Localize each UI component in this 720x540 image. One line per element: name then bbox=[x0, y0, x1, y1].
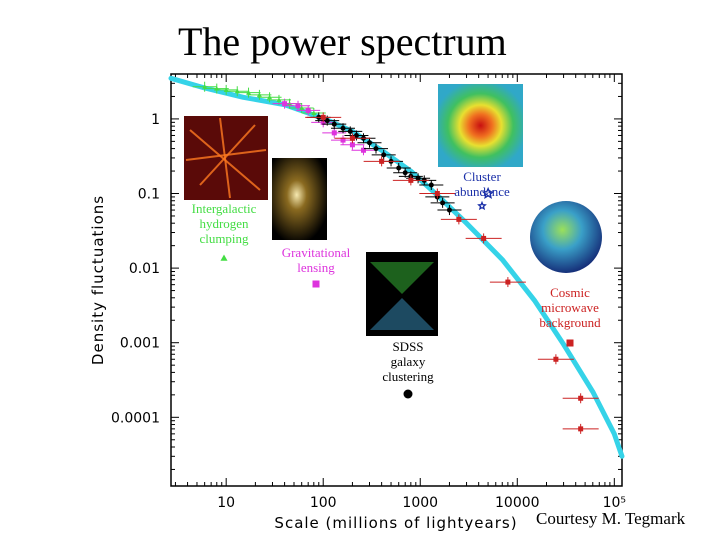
sdss-galaxy-clustering-point bbox=[331, 121, 337, 127]
annotation-line: Cosmic bbox=[550, 285, 590, 300]
intergalactic-hydrogen-clumping-point bbox=[202, 84, 208, 89]
cosmic-microwave-background-point bbox=[578, 395, 584, 401]
y-tick-label: 0.1 bbox=[138, 187, 160, 203]
sdss-galaxy-clustering-point bbox=[373, 146, 379, 152]
sdss-galaxy-clustering-point bbox=[353, 132, 359, 138]
annotation-marker bbox=[403, 389, 413, 399]
annotation-label: Cosmic microwave background bbox=[539, 285, 601, 330]
y-axis-label: Density fluctuations bbox=[89, 195, 107, 365]
x-tick-label: 10⁵ bbox=[603, 495, 626, 511]
annotation-marker bbox=[477, 200, 487, 211]
x-tick-label: 1000 bbox=[402, 495, 438, 511]
intergalactic-hydrogen-clumping-point bbox=[267, 94, 273, 100]
sdss-galaxy-clustering-point bbox=[428, 182, 434, 188]
x-axis-label: Scale (millions of lightyears) bbox=[274, 514, 517, 532]
sdss-galaxy-clustering-point bbox=[324, 118, 330, 124]
annotation-line: hydrogen bbox=[199, 216, 249, 231]
sdss-galaxy-clustering-point bbox=[446, 207, 452, 213]
cluster-abundance-point bbox=[481, 186, 495, 199]
intergalactic-hydrogen-clumping-point bbox=[299, 105, 305, 111]
annotation-line: background bbox=[539, 315, 601, 330]
intergalactic-hydrogen-clumping-point bbox=[256, 92, 262, 97]
gravitational-lensing-point bbox=[305, 107, 311, 113]
gravitational-lensing-point bbox=[331, 130, 337, 136]
annotation-line: clustering bbox=[382, 369, 434, 384]
annotation-marker bbox=[566, 339, 574, 347]
hydrogen-filament bbox=[185, 149, 267, 161]
annotation-line: SDSS bbox=[392, 339, 423, 354]
y-tick-label: 0.0001 bbox=[111, 410, 160, 426]
gravitational-lensing-point bbox=[360, 147, 366, 153]
annotation-line: Gravitational bbox=[282, 245, 351, 260]
sdss-galaxy-clustering-point bbox=[402, 170, 408, 176]
cosmic-microwave-background-point bbox=[379, 158, 385, 164]
gravitational-lensing-point bbox=[340, 137, 346, 143]
annotation-line: clumping bbox=[199, 231, 249, 246]
annotation-line: galaxy bbox=[391, 354, 426, 369]
annotations: Intergalactic hydrogen clumping Gravitation… bbox=[192, 169, 602, 384]
cosmic-microwave-background-point bbox=[553, 356, 559, 362]
cluster-image bbox=[438, 84, 523, 167]
sdss-galaxy-clustering-point bbox=[347, 128, 353, 134]
sdss-galaxy-clustering-point bbox=[440, 200, 446, 206]
gravitational-lensing-point bbox=[282, 101, 288, 107]
annotation-label: Gravitational lensing bbox=[282, 245, 351, 275]
cosmic-microwave-background-point bbox=[408, 177, 414, 183]
data-points bbox=[192, 81, 599, 434]
y-tick-label: 0.01 bbox=[129, 261, 160, 277]
cosmic-microwave-background-point bbox=[481, 235, 487, 241]
x-tick-label: 10000 bbox=[495, 495, 540, 511]
page-title: The power spectrum bbox=[178, 19, 507, 64]
cmb-sky-image bbox=[530, 201, 602, 273]
cosmic-microwave-background-point bbox=[349, 135, 355, 141]
cosmic-microwave-background-point bbox=[434, 191, 440, 197]
y-tick-label: 0.001 bbox=[120, 336, 160, 352]
axis-ticks: 10 100 1000 10000 10⁵ 1 0.1 0.01 0.001 0.0001 bbox=[111, 74, 626, 511]
intergalactic-hydrogen-clumping-point bbox=[234, 88, 240, 94]
model-curve-line bbox=[168, 75, 625, 459]
y-tick-label: 1 bbox=[151, 112, 160, 128]
intergalactic-hydrogen-clumping-point bbox=[276, 97, 282, 102]
sdss-galaxy-clustering-point bbox=[381, 152, 387, 158]
x-tick-label: 100 bbox=[310, 495, 337, 511]
annotation-line: Cluster bbox=[463, 169, 501, 184]
annotation-marker bbox=[220, 254, 228, 261]
cosmic-microwave-background-point bbox=[456, 216, 462, 222]
sdss-galaxy-clustering-point bbox=[396, 165, 402, 171]
sdss-galaxy-clustering-point bbox=[340, 125, 346, 131]
cosmic-microwave-background-point bbox=[320, 114, 326, 120]
inset-images bbox=[184, 84, 602, 336]
intergalactic-hydrogen-clumping-point bbox=[311, 110, 317, 116]
gravitational-lensing-point bbox=[349, 142, 355, 148]
sdss-cone-top bbox=[370, 262, 434, 294]
model-curve bbox=[168, 75, 625, 459]
hydrogen-filament bbox=[219, 117, 231, 199]
annotation-label: Intergalactic hydrogen clumping bbox=[192, 201, 257, 246]
annotation-label: Cluster abundance bbox=[454, 169, 510, 199]
sdss-galaxy-clustering-point bbox=[415, 175, 421, 181]
cosmic-microwave-background-point bbox=[578, 426, 584, 432]
annotation-line: Intergalactic bbox=[192, 201, 257, 216]
cosmic-microwave-background-point bbox=[505, 279, 511, 285]
intergalactic-hydrogen-clumping-point bbox=[246, 90, 252, 95]
lensing-image bbox=[272, 158, 327, 240]
annotation-line: abundance bbox=[454, 184, 510, 199]
sdss-cone-bottom bbox=[370, 298, 434, 330]
annotation-line: microwave bbox=[541, 300, 599, 315]
annotation-label: SDSS galaxy clustering bbox=[382, 339, 434, 384]
sdss-galaxy-clustering-point bbox=[367, 140, 373, 146]
x-tick-label: 10 bbox=[217, 495, 235, 511]
gravitational-lensing-point bbox=[295, 103, 301, 109]
annotation-marker bbox=[312, 280, 320, 288]
credit-text: Courtesy M. Tegmark bbox=[536, 509, 686, 528]
annotation-line: lensing bbox=[297, 260, 335, 275]
